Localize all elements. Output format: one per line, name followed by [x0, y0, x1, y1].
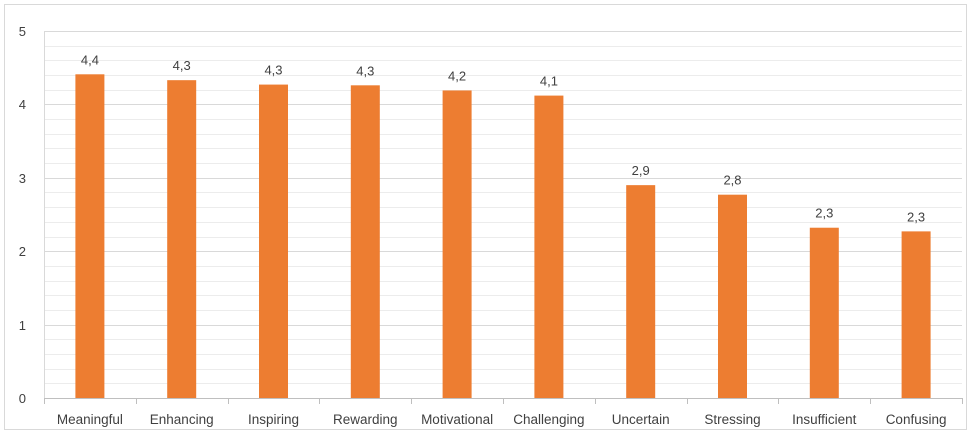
- bar: [901, 231, 931, 398]
- data-label: 2,9: [632, 163, 650, 178]
- category-label: Confusing: [886, 412, 947, 427]
- bar: [626, 185, 656, 398]
- data-label: 4,3: [173, 58, 191, 73]
- bar: [718, 194, 747, 398]
- data-label: 4,3: [356, 63, 374, 78]
- bar: [350, 85, 380, 398]
- y-tick-label: 4: [19, 97, 26, 112]
- bar: [442, 90, 472, 398]
- category-label: Motivational: [421, 412, 493, 427]
- bar: [809, 227, 839, 398]
- y-tick-label: 2: [19, 244, 26, 259]
- y-tick-label: 0: [19, 391, 26, 406]
- category-label: Stressing: [704, 412, 760, 427]
- category-label: Insufficient: [792, 412, 857, 427]
- category-label: Uncertain: [612, 412, 670, 427]
- category-label: Meaningful: [57, 412, 123, 427]
- data-label: 2,3: [815, 206, 833, 221]
- data-label: 4,4: [81, 52, 99, 67]
- category-label: Challenging: [513, 412, 584, 427]
- bar: [167, 80, 197, 398]
- bar: [75, 74, 105, 398]
- data-label: 2,8: [723, 173, 741, 188]
- y-tick-label: 1: [19, 318, 26, 333]
- data-label: 4,3: [264, 63, 282, 78]
- bar: [534, 95, 564, 398]
- data-label: 2,3: [907, 209, 925, 224]
- y-tick-label: 5: [19, 24, 26, 39]
- category-label: Inspiring: [248, 412, 299, 427]
- bar: [259, 84, 288, 398]
- data-label: 4,2: [448, 68, 466, 83]
- category-label: Rewarding: [333, 412, 398, 427]
- category-label: Enhancing: [150, 412, 214, 427]
- data-label: 4,1: [540, 74, 558, 89]
- y-tick-label: 3: [19, 171, 26, 186]
